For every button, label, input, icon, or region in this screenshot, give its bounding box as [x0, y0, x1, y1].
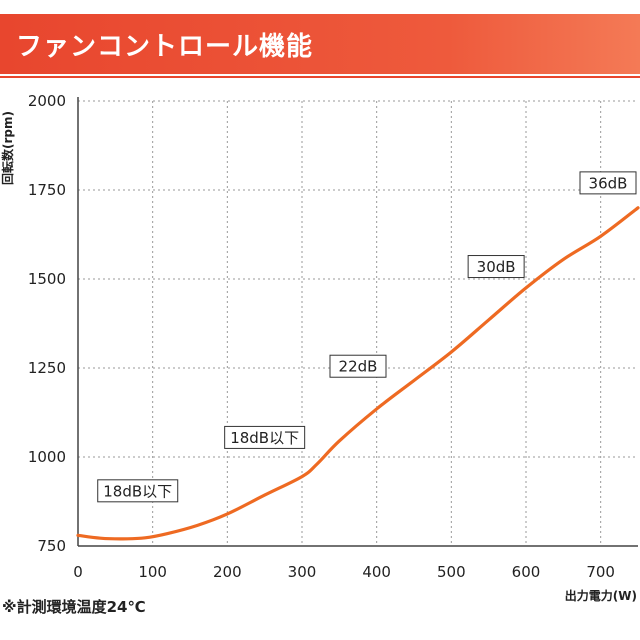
chart-header: ファンコントロール機能: [0, 0, 640, 78]
chart-title: ファンコントロール機能: [16, 32, 314, 62]
annotation-box: [467, 255, 525, 279]
annotation-callout: 36dB: [579, 171, 637, 195]
header-bar: [0, 14, 640, 74]
annotation-label: 30dB: [477, 258, 516, 276]
y-axis-label: 回転数(rpm): [0, 111, 15, 185]
y-tick-label: 2000: [28, 92, 66, 110]
y-tick-label: 1500: [28, 270, 66, 288]
x-tick-label: 200: [213, 563, 242, 581]
x-tick-label: 300: [288, 563, 317, 581]
x-axis-label: 出力電力(W): [565, 588, 637, 603]
x-tick-labels: 0 100 200 300 400 500 600 700: [73, 563, 615, 581]
annotation-box: [97, 479, 179, 503]
annotation-box: [329, 354, 387, 378]
footnote: ※計測環境温度24℃: [2, 598, 146, 616]
annotation-callout: 22dB: [329, 354, 387, 378]
y-tick-label: 1750: [28, 181, 66, 199]
annotations: 18dB以下 18dB以下 22dB 30dB 36dB: [97, 171, 637, 503]
axes: [77, 97, 638, 547]
grid: [78, 100, 638, 546]
series-group: [76, 206, 640, 541]
annotation-callout: 18dB以下: [97, 479, 179, 503]
y-tick-label: 750: [37, 537, 66, 555]
x-tick-label: 0: [73, 563, 83, 581]
x-tick-label: 700: [586, 563, 615, 581]
x-tick-label: 500: [437, 563, 466, 581]
x-tick-label: 600: [512, 563, 541, 581]
header-underline: [0, 76, 640, 78]
y-tick-label: 1250: [28, 359, 66, 377]
y-tick-label: 1000: [28, 448, 66, 466]
x-tick-label: 400: [362, 563, 391, 581]
x-tick-label: 100: [138, 563, 167, 581]
series-line: [76, 206, 640, 541]
y-tick-labels: 750 1000 1250 1500 1750 2000: [28, 92, 66, 555]
annotation-box: [579, 171, 637, 195]
annotation-label: 22dB: [339, 358, 378, 376]
annotation-label: 18dB以下: [103, 482, 172, 500]
annotation-label: 18dB以下: [230, 429, 299, 447]
annotation-callout: 30dB: [467, 255, 525, 279]
annotation-label: 36dB: [589, 174, 628, 192]
annotation-box: [224, 425, 306, 449]
annotation-callout: 18dB以下: [224, 425, 306, 449]
